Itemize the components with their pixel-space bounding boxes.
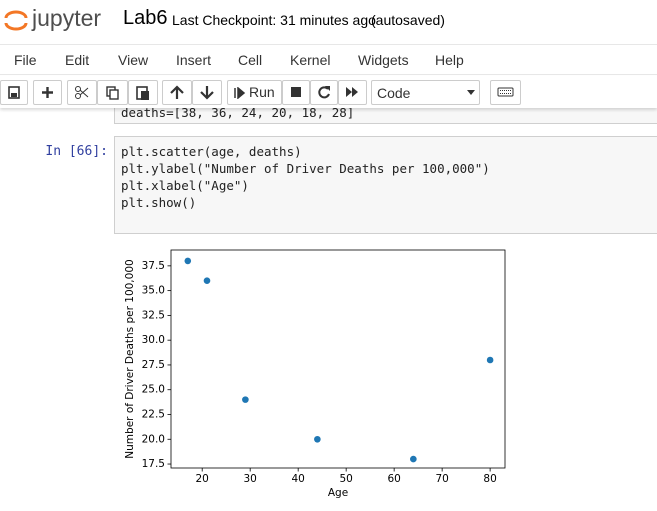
cut-button[interactable] bbox=[67, 80, 97, 105]
y-tick-label: 30.0 bbox=[142, 334, 165, 346]
menu-bar: File Edit View Insert Cell Kernel Widgets Help bbox=[0, 44, 657, 75]
y-tick-label: 25.0 bbox=[142, 384, 165, 396]
move-down-button[interactable] bbox=[192, 80, 222, 105]
logo-icon bbox=[4, 10, 28, 31]
code-cell[interactable]: plt.scatter(age, deaths) plt.ylabel("Numb… bbox=[114, 136, 657, 234]
menu-item[interactable]: Widgets bbox=[358, 52, 409, 68]
scatter-point bbox=[242, 396, 249, 403]
menu-item[interactable]: Help bbox=[435, 52, 464, 68]
code-line: plt.scatter(age, deaths) bbox=[121, 144, 302, 159]
restart-button[interactable] bbox=[310, 80, 338, 105]
x-tick-label: 50 bbox=[339, 473, 352, 485]
x-axis-label: Age bbox=[328, 487, 348, 499]
stop-button[interactable] bbox=[282, 80, 310, 105]
toolbar: Run Code bbox=[0, 76, 657, 108]
code-area: plt.scatter(age, deaths) plt.ylabel("Numb… bbox=[121, 143, 490, 211]
notebook-name[interactable]: Lab6 bbox=[123, 7, 168, 29]
scatter-point bbox=[486, 356, 494, 364]
copy-button[interactable] bbox=[97, 80, 128, 105]
x-tick-label: 30 bbox=[243, 473, 256, 485]
scatter-point bbox=[184, 257, 192, 265]
scatter-point bbox=[203, 277, 211, 285]
menu-item[interactable]: View bbox=[118, 52, 149, 68]
autosave: (autosaved) bbox=[371, 12, 445, 28]
notebook: deaths=[38, 36, 24, 20, 18, 28] In [66]:… bbox=[0, 108, 657, 511]
paste-button[interactable] bbox=[128, 80, 158, 105]
cell-prompt: In [66]: bbox=[45, 144, 108, 159]
y-axis-label: Number of Driver Deaths per 100,000 bbox=[124, 259, 136, 458]
keyboard-button[interactable] bbox=[490, 80, 521, 105]
menu-item[interactable]: Cell bbox=[238, 52, 263, 68]
y-tick-label: 27.5 bbox=[142, 359, 165, 371]
run-button[interactable]: Run bbox=[227, 80, 282, 105]
code-line: plt.show() bbox=[121, 195, 197, 210]
y-tick-label: 32.5 bbox=[142, 309, 165, 321]
logo-text[interactable]: jupyter bbox=[32, 5, 102, 31]
cell-type-select[interactable]: Code bbox=[371, 80, 480, 105]
code-cell[interactable]: deaths=[38, 36, 24, 20, 18, 28] bbox=[114, 108, 657, 124]
x-tick-label: 80 bbox=[483, 473, 496, 485]
x-tick-label: 70 bbox=[435, 473, 448, 485]
header: jupyter Lab6 Last Checkpoint: 31 minutes… bbox=[0, 0, 657, 42]
plot-area bbox=[170, 249, 506, 469]
run-label: Run bbox=[249, 84, 275, 100]
y-tick-label: 22.5 bbox=[142, 408, 165, 420]
cell-type-label: Code bbox=[377, 85, 411, 101]
menu-item[interactable]: File bbox=[14, 52, 37, 68]
code-line: plt.xlabel("Age") bbox=[121, 178, 249, 193]
y-tick-label: 35.0 bbox=[142, 285, 165, 297]
save-button[interactable] bbox=[0, 80, 28, 105]
y-tick-label: 20.0 bbox=[142, 433, 165, 445]
menu-item[interactable]: Edit bbox=[65, 52, 90, 68]
y-tick-label: 17.5 bbox=[142, 458, 165, 470]
code-line: deaths=[38, 36, 24, 20, 18, 28] bbox=[121, 108, 355, 120]
y-tick-label: 37.5 bbox=[142, 260, 165, 272]
x-tick-label: 40 bbox=[291, 473, 304, 485]
add-cell-button[interactable] bbox=[33, 80, 62, 105]
code-line: plt.ylabel("Number of Driver Deaths per … bbox=[121, 161, 490, 176]
x-tick-label: 20 bbox=[196, 473, 209, 485]
move-up-button[interactable] bbox=[162, 80, 192, 105]
run-all-button[interactable] bbox=[338, 80, 367, 105]
x-tick-label: 60 bbox=[387, 473, 400, 485]
menu-item[interactable]: Insert bbox=[176, 52, 212, 68]
menu-item[interactable]: Kernel bbox=[290, 52, 331, 68]
scatter-point bbox=[410, 455, 417, 463]
code-area: deaths=[38, 36, 24, 20, 18, 28] bbox=[121, 108, 354, 121]
scatter-point bbox=[314, 435, 321, 443]
checkpoint: Last Checkpoint: 31 minutes ago bbox=[172, 12, 376, 28]
